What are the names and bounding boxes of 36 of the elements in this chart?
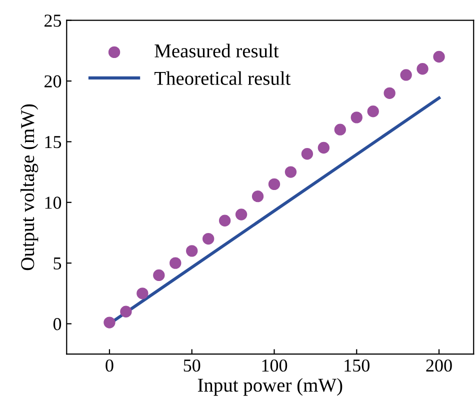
legend-label: Theoretical result bbox=[154, 71, 291, 85]
point bbox=[170, 257, 182, 269]
point bbox=[334, 124, 346, 136]
point bbox=[202, 232, 214, 245]
point bbox=[416, 63, 428, 75]
point bbox=[367, 106, 379, 118]
point bbox=[252, 190, 264, 202]
point bbox=[136, 288, 148, 300]
y-tick-label: 20 bbox=[44, 75, 62, 88]
point bbox=[301, 148, 314, 160]
point bbox=[318, 142, 330, 154]
point bbox=[186, 245, 198, 257]
x-tick-label: 150 bbox=[344, 359, 370, 372]
point bbox=[235, 208, 248, 220]
y-tick-label: 0 bbox=[53, 318, 62, 330]
x-tick-label: 50 bbox=[184, 359, 200, 372]
y-tick-label: 15 bbox=[45, 136, 62, 148]
point bbox=[104, 316, 116, 328]
point bbox=[350, 112, 362, 124]
point bbox=[268, 178, 280, 190]
x-tick-label: 200 bbox=[426, 359, 452, 372]
y-tick-label: 10 bbox=[45, 196, 62, 209]
point bbox=[284, 166, 297, 178]
point bbox=[120, 306, 132, 318]
point bbox=[153, 269, 165, 282]
point bbox=[218, 214, 231, 226]
point bbox=[400, 69, 412, 81]
point bbox=[433, 50, 445, 63]
point bbox=[384, 87, 396, 100]
y-tick-label: 5 bbox=[54, 258, 62, 270]
x-axis-title: Input power (mW) bbox=[198, 378, 342, 396]
legend-label: Measured result bbox=[154, 44, 279, 58]
y-tick-label: 25 bbox=[44, 14, 62, 27]
x-tick-label: 100 bbox=[262, 359, 288, 372]
x-tick-label: 0 bbox=[106, 359, 114, 372]
y-axis-title: Output voltage (mW) bbox=[20, 104, 38, 270]
